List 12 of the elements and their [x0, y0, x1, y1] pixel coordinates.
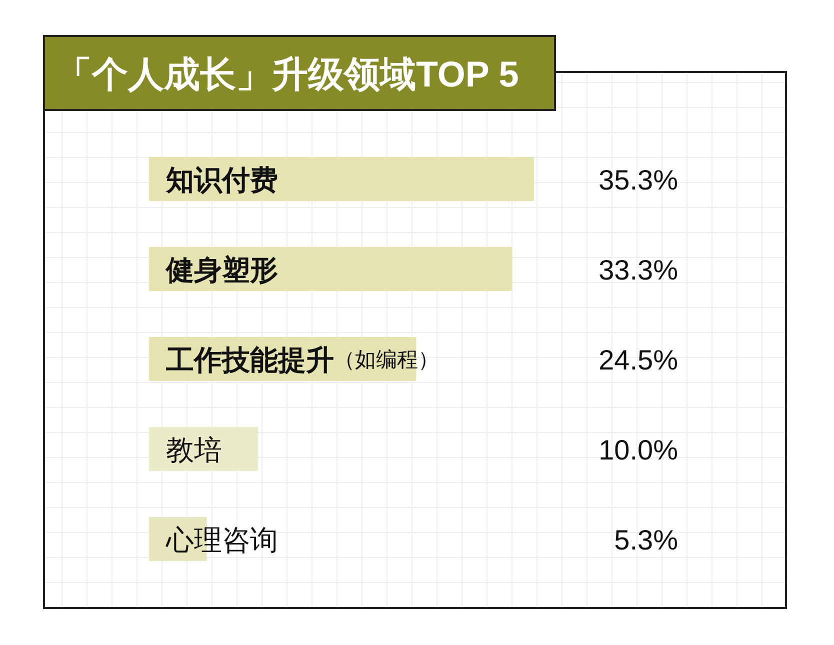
- category-label: 教培: [166, 434, 222, 466]
- value-label: 10.0%: [598, 434, 678, 466]
- category-label-note: （如编程）: [334, 348, 439, 372]
- category-label: 健身塑形: [166, 254, 278, 286]
- value-label: 35.3%: [598, 164, 678, 196]
- category-label: 工作技能提升: [166, 344, 334, 376]
- category-label: 知识付费: [166, 164, 278, 196]
- value-label: 24.5%: [598, 344, 678, 376]
- value-label: 5.3%: [614, 524, 678, 556]
- title: 「个人成长」升级领域TOP 5: [56, 54, 519, 94]
- value-label: 33.3%: [598, 254, 678, 286]
- category-label: 心理咨询: [166, 524, 278, 556]
